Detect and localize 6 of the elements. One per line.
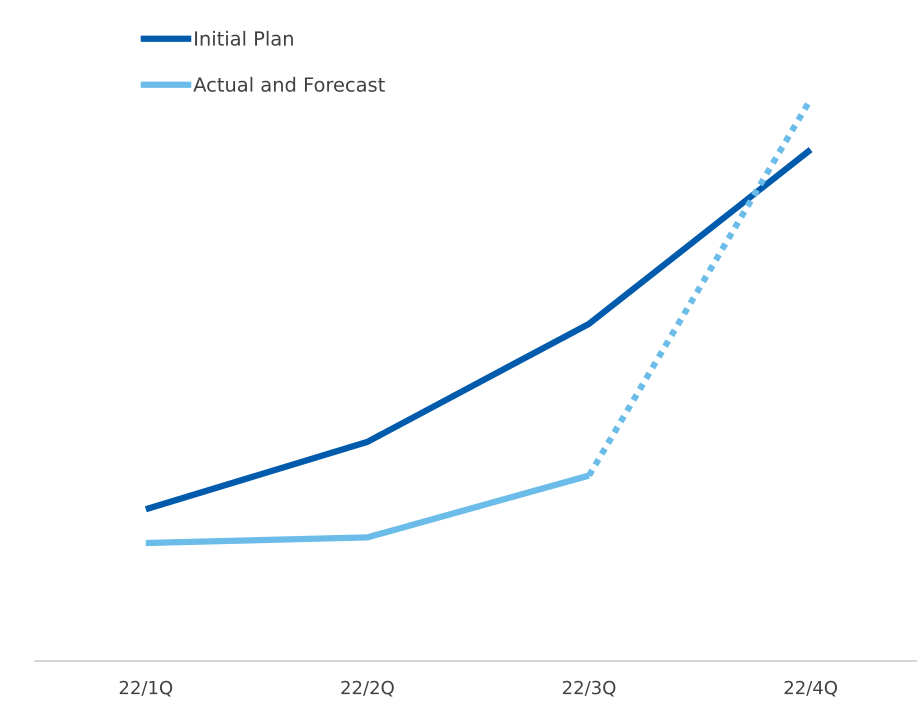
x-tick-label: 22/4Q bbox=[784, 680, 837, 696]
x-tick-label: 22/3Q bbox=[562, 680, 616, 696]
x-tick-label: 22/1Q bbox=[120, 680, 172, 696]
x-tick-label: 22/2Q bbox=[341, 680, 394, 696]
legend-label: Actual and Forecast bbox=[193, 76, 385, 92]
legend-label: Initial Plan bbox=[195, 30, 293, 46]
